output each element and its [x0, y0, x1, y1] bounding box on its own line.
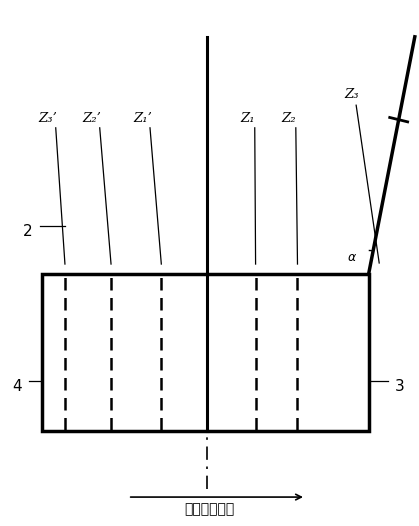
- Text: Z₂: Z₂: [281, 112, 295, 125]
- Text: 4: 4: [12, 379, 21, 394]
- Text: 3: 3: [395, 379, 405, 394]
- Text: Z₁: Z₁: [240, 112, 254, 125]
- Text: $\alpha$: $\alpha$: [347, 251, 357, 264]
- Text: 2: 2: [23, 224, 32, 239]
- Text: Z₁’: Z₁’: [133, 112, 152, 125]
- Bar: [42, 274, 369, 431]
- Text: Z₃: Z₃: [345, 88, 359, 101]
- Text: Z₃’: Z₃’: [39, 112, 58, 125]
- Text: 巷道宽度方向: 巷道宽度方向: [184, 502, 235, 516]
- Text: Z₂’: Z₂’: [83, 112, 102, 125]
